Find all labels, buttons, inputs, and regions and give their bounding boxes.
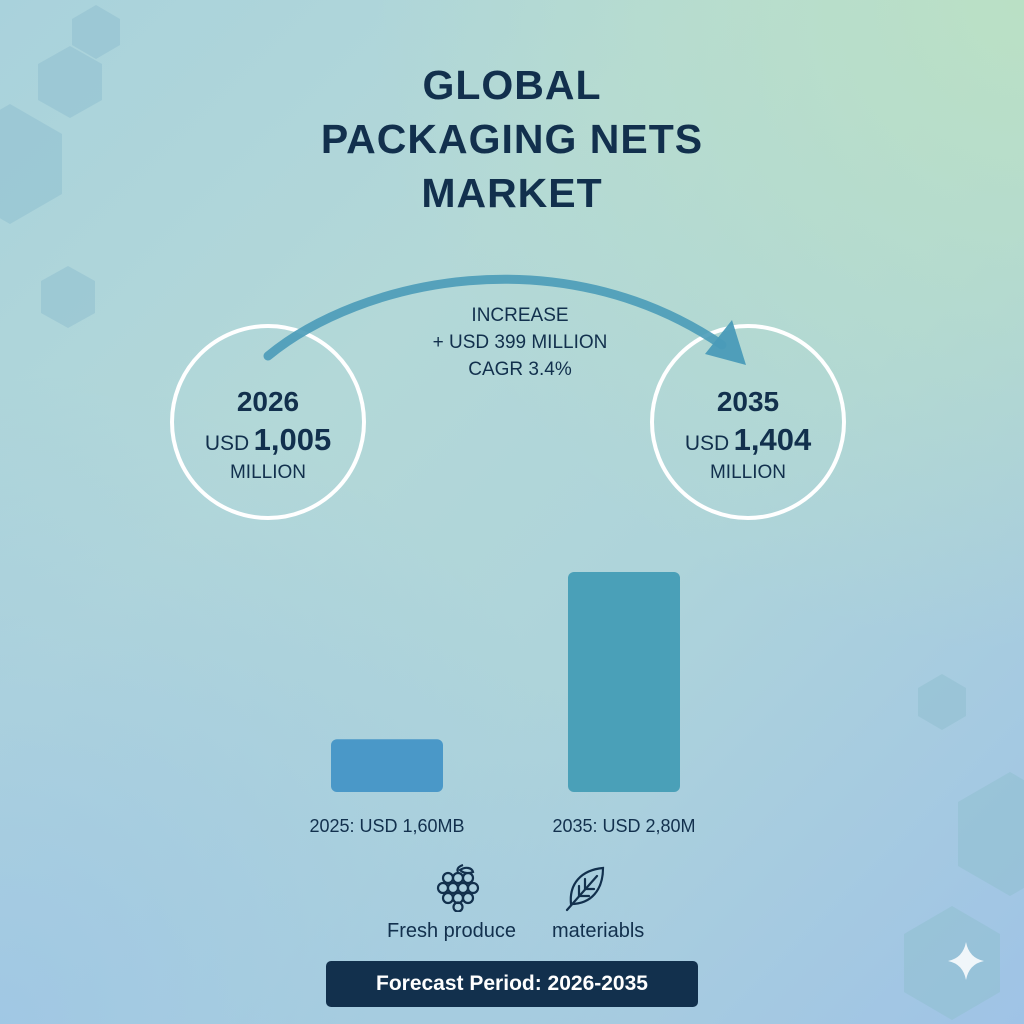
hexagon-shape	[0, 104, 62, 224]
end-currency: USD	[684, 432, 730, 455]
growth-arrow-path	[263, 274, 727, 361]
growth-arrow-head	[705, 320, 746, 365]
start-year: 2026	[236, 386, 300, 417]
page-title: GLOBAL PACKAGING NETS MARKET	[0, 58, 1024, 220]
increase-amount: + USD 399 MILLION	[432, 332, 608, 353]
cagr-label: CAGR 3.4%	[468, 359, 572, 380]
category-label-materials: materiabls	[552, 920, 645, 942]
title-line: MARKET	[421, 170, 603, 216]
category-label-fresh-produce: Fresh produce	[387, 920, 516, 942]
hexagon-shape	[918, 674, 966, 730]
title-line: PACKAGING NETS	[320, 116, 704, 162]
hexagon-shape	[904, 906, 1000, 1020]
start-value: USD 1,005	[174, 422, 362, 458]
bar-1	[331, 739, 443, 792]
end-year: 2035	[716, 386, 780, 417]
end-amount: 1,404	[733, 422, 812, 457]
end-value: USD 1,404	[654, 422, 842, 458]
bar-label-1: 2025: USD 1,60MB	[309, 816, 464, 836]
hexagon-shape	[72, 5, 120, 59]
hexagon-shape	[38, 46, 102, 118]
bar-label-2: 2035: USD 2,80M	[552, 816, 695, 836]
hexagon-shape	[41, 266, 95, 328]
grapes-icon	[436, 864, 480, 912]
bar-2	[568, 572, 680, 792]
end-unit: MILLION	[709, 462, 787, 483]
start-currency: USD	[204, 432, 250, 455]
start-value-circle: 2026 USD 1,005 MILLION	[170, 324, 366, 520]
start-unit: MILLION	[229, 462, 307, 483]
leaf-icon	[565, 866, 605, 912]
title-line: GLOBAL	[422, 62, 602, 108]
hexagon-shape	[958, 772, 1024, 896]
forecast-period-banner: Forecast Period: 2026-2035	[326, 961, 698, 1007]
end-value-circle: 2035 USD 1,404 MILLION	[650, 324, 846, 520]
increase-annotation: INCREASE + USD 399 MILLION CAGR 3.4%	[380, 302, 660, 383]
increase-label: INCREASE	[471, 305, 569, 326]
sparkle-icon	[948, 942, 984, 980]
start-amount: 1,005	[253, 422, 332, 457]
